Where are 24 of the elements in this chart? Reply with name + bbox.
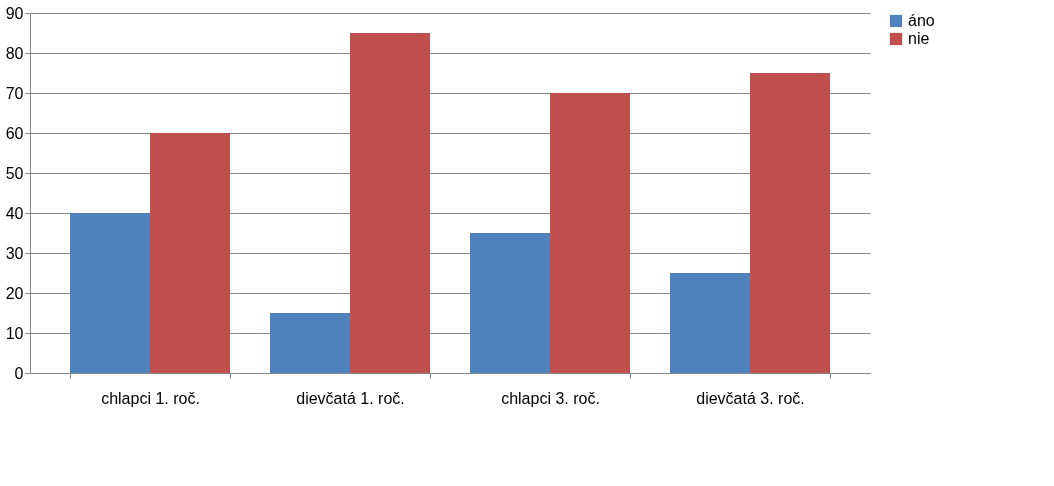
- bar: [270, 313, 350, 373]
- y-tick-label: 60: [5, 124, 24, 142]
- bar: [470, 233, 550, 373]
- bar: [750, 73, 830, 373]
- y-tick-label: 50: [5, 164, 24, 182]
- y-tick-label: 0: [14, 364, 24, 382]
- x-tick-label: chlapci 1. roč.: [101, 389, 200, 407]
- legend-label: nie: [908, 30, 930, 47]
- legend-label: áno: [908, 12, 935, 29]
- bar: [350, 33, 430, 373]
- x-tick-label: dievčatá 1. roč.: [296, 389, 405, 407]
- y-tick-label: 90: [5, 4, 24, 22]
- y-tick-label: 70: [5, 84, 24, 102]
- bar: [670, 273, 750, 373]
- y-tick-label: 10: [5, 324, 24, 342]
- y-tick-label: 30: [5, 244, 24, 262]
- y-tick-label: 40: [5, 204, 24, 222]
- x-tick-label: chlapci 3. roč.: [501, 389, 600, 407]
- y-tick-label: 20: [5, 284, 24, 302]
- bar: [150, 133, 230, 373]
- y-tick-label: 80: [5, 44, 24, 62]
- bar: [550, 93, 630, 373]
- x-tick-label: dievčatá 3. roč.: [696, 389, 805, 407]
- bar: [70, 213, 150, 373]
